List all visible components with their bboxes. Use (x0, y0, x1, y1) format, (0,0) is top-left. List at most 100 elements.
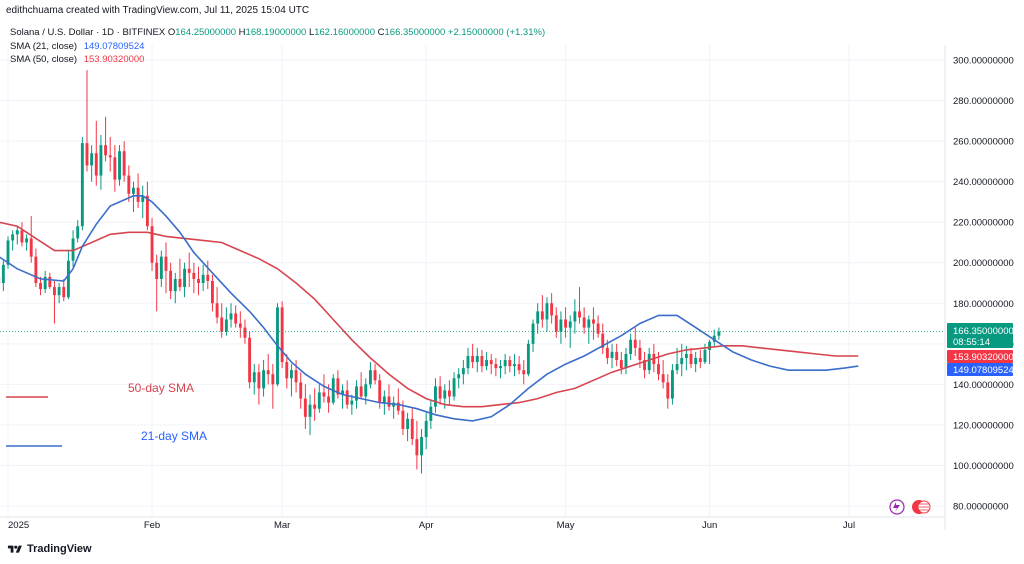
candle (485, 351, 489, 371)
candle (503, 353, 507, 375)
candle-body (164, 256, 168, 271)
candle (619, 351, 623, 375)
candle-body (633, 339, 637, 348)
candle-body (6, 240, 10, 265)
candle (62, 278, 66, 302)
candle (517, 355, 521, 375)
candle (582, 307, 586, 334)
candle (25, 234, 29, 251)
countdown-value: 08:55:14 (953, 337, 990, 348)
candle (647, 347, 651, 375)
candle (53, 280, 56, 324)
price-tick-label: 140.00000000 (953, 380, 1014, 391)
candle-body (457, 374, 461, 379)
candle-body (11, 234, 15, 241)
sma21-price-tag: 149.07809524 (947, 363, 1014, 376)
last-price-value: 166.35000000 (953, 326, 1014, 337)
candle-body (257, 372, 261, 389)
time-axis: 2025 Feb Mar Apr May Jun Jul (8, 520, 855, 531)
candle-body (322, 392, 326, 397)
candle-body (327, 396, 331, 403)
candle-body (657, 364, 660, 375)
candle (447, 380, 451, 405)
candle-body (178, 278, 182, 288)
candle-body (610, 351, 614, 359)
tradingview-logo-icon (7, 545, 22, 553)
candlestick-series (0, 70, 721, 474)
time-tick-label: Mar (274, 520, 290, 531)
sma50-legend[interactable]: SMA (50, close) 153.90320000 (10, 54, 144, 65)
candle (545, 297, 549, 332)
candle-body (141, 195, 145, 202)
candle-body (1, 264, 5, 283)
candle-body (308, 404, 312, 417)
candle-body (554, 315, 558, 332)
sma21-legend[interactable]: SMA (21, close) 149.07809524 (10, 41, 144, 52)
candle-body (424, 420, 428, 438)
candle-body (66, 260, 70, 298)
candle (271, 364, 275, 409)
candle-body (517, 364, 521, 371)
candle-body (71, 238, 75, 261)
candle (359, 372, 363, 399)
candle (406, 412, 410, 442)
candle (262, 360, 265, 397)
candle-body (661, 374, 665, 383)
candle-body (80, 143, 84, 227)
candle (554, 307, 558, 338)
candle (99, 135, 103, 190)
candle (229, 303, 233, 328)
candle (183, 262, 187, 298)
candle (475, 347, 479, 373)
candle (610, 343, 614, 369)
candle-body (601, 333, 605, 348)
candle (173, 272, 177, 304)
candle (350, 394, 354, 415)
candle (192, 262, 196, 294)
candle (373, 364, 377, 385)
sma50-legend-value: 153.90320000 (83, 54, 145, 65)
candle-body (155, 262, 159, 279)
symbol-name: Solana / U.S. Dollar · 1D · BITFINEX (10, 27, 166, 38)
candle-body (624, 353, 628, 369)
candle (564, 307, 568, 338)
candle (94, 120, 98, 186)
candle (285, 353, 289, 389)
candle (104, 116, 108, 162)
candle (629, 333, 633, 361)
candle-body (248, 337, 252, 383)
price-tick-label: 260.00000000 (953, 137, 1014, 148)
events-icon[interactable] (889, 499, 931, 515)
candle-body (712, 335, 716, 342)
candle-body (382, 396, 386, 403)
candle-body (29, 238, 33, 257)
candle-body (708, 341, 712, 350)
candle-body (466, 355, 470, 369)
candle-body (289, 370, 293, 379)
candle-body (127, 175, 131, 194)
candle-body (643, 360, 646, 371)
candle-body (396, 402, 400, 411)
candle (396, 388, 400, 415)
symbol-legend[interactable]: Solana / U.S. Dollar · 1D · BITFINEX O16… (10, 27, 545, 38)
candle (368, 362, 372, 389)
candle-body (159, 256, 163, 279)
candle-body (364, 384, 368, 397)
candle (76, 220, 80, 243)
candle-body (94, 153, 98, 176)
candle-body (615, 351, 619, 361)
candle-body (605, 347, 609, 359)
tradingview-logo[interactable]: TradingView (7, 543, 92, 555)
candle (220, 303, 224, 338)
candle (322, 374, 326, 403)
candle-body (53, 287, 56, 296)
candle-body (568, 321, 572, 328)
candle-body (187, 268, 191, 273)
candle-body (564, 319, 568, 328)
candle-body (108, 155, 112, 158)
candle-body (471, 355, 475, 363)
candle (313, 388, 317, 421)
candle-body (43, 276, 47, 290)
candle (1, 260, 5, 292)
